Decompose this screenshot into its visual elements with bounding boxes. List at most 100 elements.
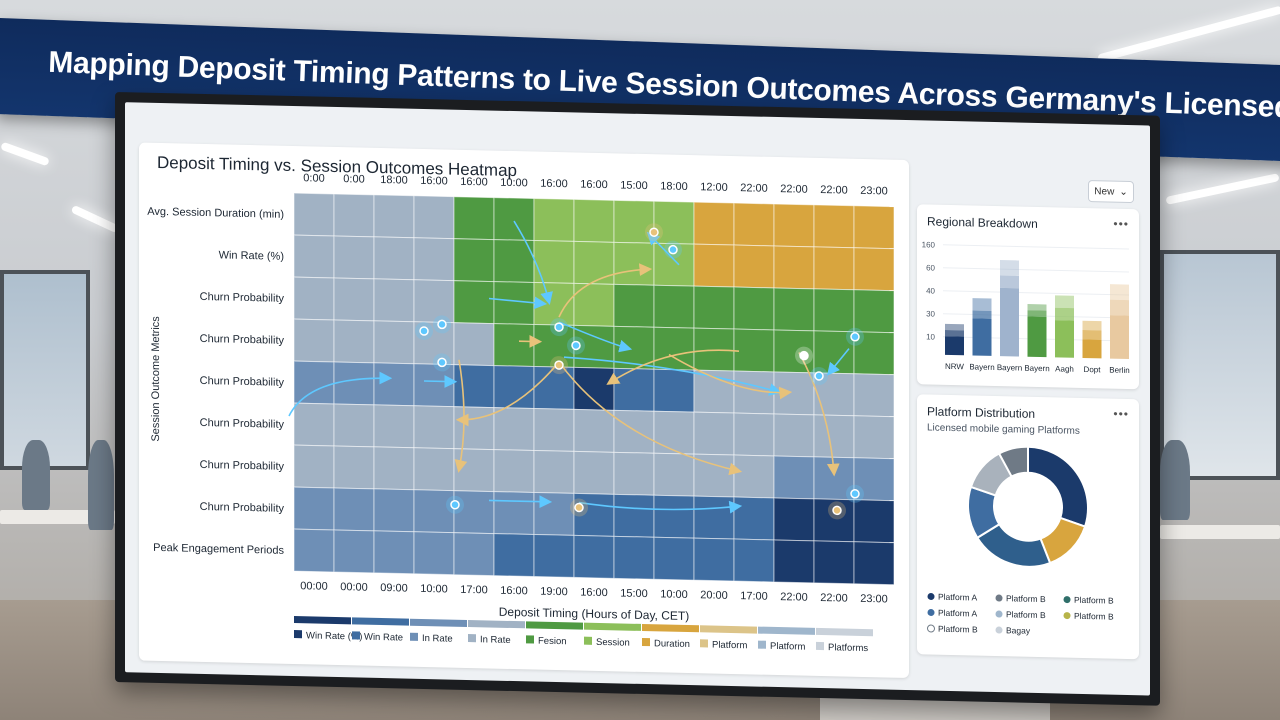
legend-marker <box>1063 596 1071 604</box>
flow-arrow <box>558 263 653 318</box>
heatmap-cell <box>493 407 535 452</box>
x-tick-top: 18:00 <box>380 174 408 187</box>
heatmap-cell <box>413 405 455 450</box>
flow-arrow <box>563 356 783 396</box>
y-tick-label: 10 <box>926 332 935 341</box>
legend-label: Bagay <box>1006 625 1031 636</box>
row-label: Churn Probability <box>200 501 285 515</box>
glow-node <box>814 371 824 381</box>
dropdown-label: New <box>1094 185 1115 198</box>
legend-marker <box>995 626 1003 634</box>
glow-node <box>571 340 581 351</box>
x-tick-top: 0:00 <box>343 173 364 185</box>
legend-marker <box>927 609 935 617</box>
x-tick-top: 16:00 <box>580 179 608 192</box>
row-label: Churn Probability <box>200 291 285 305</box>
y-tick-label: 60 <box>926 263 935 272</box>
x-tick-bottom: 22:00 <box>780 591 808 604</box>
donut-slice <box>1027 445 1089 528</box>
ceiling-light <box>70 204 120 234</box>
legend-swatch <box>816 641 824 651</box>
flow-arrow <box>558 361 743 476</box>
glow-node <box>832 505 842 516</box>
bar-segment <box>1082 320 1102 331</box>
x-tick-top: 18:00 <box>660 180 688 193</box>
flow-arrow <box>578 500 743 514</box>
legend-label: Win Rate (%) <box>306 630 362 642</box>
heatmap-cell <box>733 328 775 373</box>
flow-arrow <box>489 495 553 509</box>
glow-node <box>554 322 564 332</box>
legend-marker <box>927 624 935 633</box>
heatmap-cell <box>813 288 855 333</box>
heatmap-cell <box>293 528 335 573</box>
legend-label: Win Rate <box>364 632 403 644</box>
heatmap-cell <box>813 246 855 291</box>
platform-distribution-panel: Platform Distribution Licensed mobile ga… <box>917 394 1139 660</box>
view-dropdown[interactable]: New ⌄ <box>1088 180 1134 204</box>
legend-label: Platform B <box>1074 611 1114 622</box>
bar-segment <box>1000 275 1019 289</box>
dashboard-screen: Deposit Timing vs. Session Outcomes Heat… <box>125 102 1150 696</box>
legend-swatch <box>584 636 592 645</box>
x-tick-bottom: 09:00 <box>380 582 408 595</box>
heatmap-cell <box>493 323 535 368</box>
legend-marker <box>995 610 1003 618</box>
heatmap-cell <box>533 239 575 284</box>
bar-category-label: Bayern <box>969 362 994 372</box>
x-tick-bottom: 00:00 <box>300 580 328 593</box>
heatmap-cell <box>733 244 775 289</box>
heatmap-cell <box>773 203 815 248</box>
bar-segment <box>1055 320 1074 358</box>
row-label: Win Rate (%) <box>219 249 284 262</box>
heatmap-cell <box>293 360 335 405</box>
glow-node <box>574 502 584 513</box>
heatmap-cell <box>413 489 455 534</box>
row-label: Avg. Session Duration (min) <box>147 206 284 221</box>
heatmap-cell <box>813 414 855 459</box>
heatmap-cell <box>693 537 735 582</box>
heatmap-cell <box>453 196 495 241</box>
legend-swatch <box>410 632 418 641</box>
heatmap-cell <box>453 532 495 577</box>
heatmap-cell <box>293 234 335 279</box>
heatmap-cell <box>613 535 655 580</box>
heatmap-cell <box>333 319 375 364</box>
bar-category-label: Aagh <box>1055 364 1074 373</box>
heatmap-cell <box>453 238 495 283</box>
heatmap-cell <box>533 449 575 494</box>
heatmap-cell <box>733 496 775 541</box>
ceiling-light <box>1097 5 1280 63</box>
heatmap-cell <box>653 326 695 371</box>
heatmap-cell <box>693 243 735 288</box>
heatmap-cell <box>413 237 455 282</box>
legend-bar-segment <box>700 625 757 634</box>
heatmap-cell <box>773 455 815 500</box>
heatmap-cell <box>653 452 695 497</box>
bar-segment <box>1082 330 1102 340</box>
glow-node <box>437 319 447 330</box>
y-tick-label: 40 <box>926 286 935 295</box>
bar-segment <box>1027 304 1047 311</box>
heatmap-cell <box>693 411 735 456</box>
heatmap-cell <box>333 235 375 280</box>
heatmap-cell <box>333 361 375 406</box>
heatmap-cell <box>733 538 775 583</box>
bar-segment <box>945 336 964 356</box>
heatmap-cell <box>613 241 655 286</box>
glow-node <box>850 489 860 499</box>
heatmap-cell <box>533 533 575 578</box>
heatmap-cell <box>333 403 375 448</box>
heatmap-cell <box>293 444 335 489</box>
legend-swatch <box>700 639 708 648</box>
heatmap-cell <box>333 529 375 574</box>
flow-arrow <box>558 321 633 353</box>
heatmap-cell <box>693 201 735 246</box>
x-tick-top: 23:00 <box>860 185 888 198</box>
legend-swatch <box>758 640 766 649</box>
heatmap-cell <box>853 289 895 334</box>
heatmap-cell <box>853 205 895 250</box>
bar-category-label: Bayern <box>1024 364 1049 374</box>
legend-label: Platform <box>712 640 747 652</box>
